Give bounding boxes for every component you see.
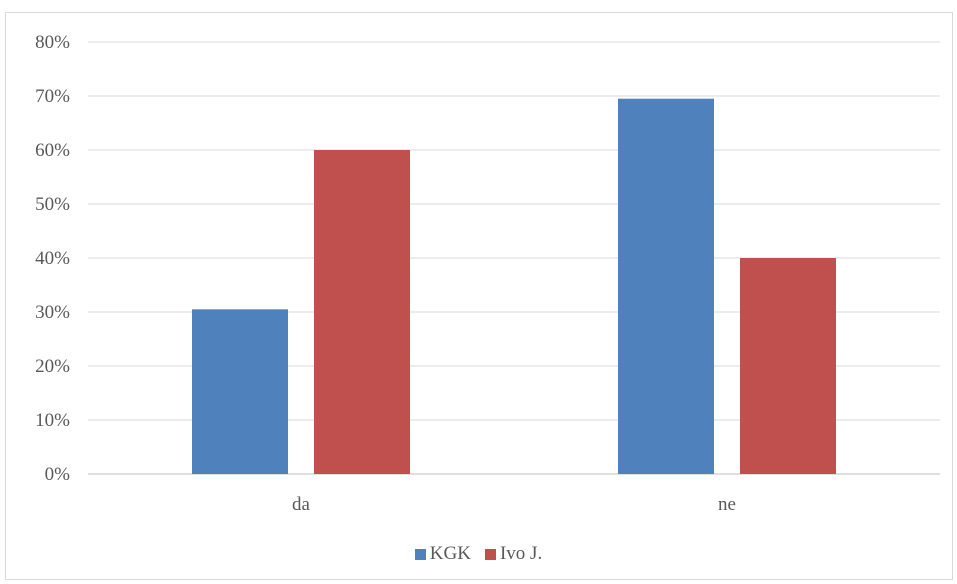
legend: KGK Ivo J.	[0, 543, 957, 565]
y-axis-ticks: 0% 10% 20% 30% 40% 50% 60% 70% 80%	[35, 32, 70, 485]
y-tick-label: 60%	[35, 140, 70, 161]
bar-ne-series-1	[740, 258, 836, 474]
bars	[192, 98, 836, 474]
y-tick-label: 70%	[35, 86, 70, 107]
x-category-label: da	[292, 494, 311, 515]
bar-ne-series-0	[618, 98, 714, 474]
y-tick-label: 10%	[35, 410, 70, 431]
bar-da-series-0	[192, 309, 288, 474]
legend-label-kgk: KGK	[429, 543, 471, 564]
y-tick-label: 30%	[35, 302, 70, 323]
bar-da-series-1	[314, 150, 410, 474]
y-tick-label: 20%	[35, 356, 70, 377]
y-tick-label: 80%	[35, 32, 70, 53]
legend-label-ivo: Ivo J.	[499, 543, 543, 564]
legend-item-ivo: Ivo J.	[484, 543, 543, 565]
y-tick-label: 0%	[45, 464, 71, 485]
y-tick-label: 40%	[35, 248, 70, 269]
legend-swatch-kgk	[414, 548, 426, 560]
legend-swatch-ivo	[484, 548, 496, 560]
legend-item-kgk: KGK	[414, 543, 471, 565]
y-tick-label: 50%	[35, 194, 70, 215]
x-axis-categories: da ne	[292, 494, 736, 515]
x-category-label: ne	[718, 494, 736, 515]
